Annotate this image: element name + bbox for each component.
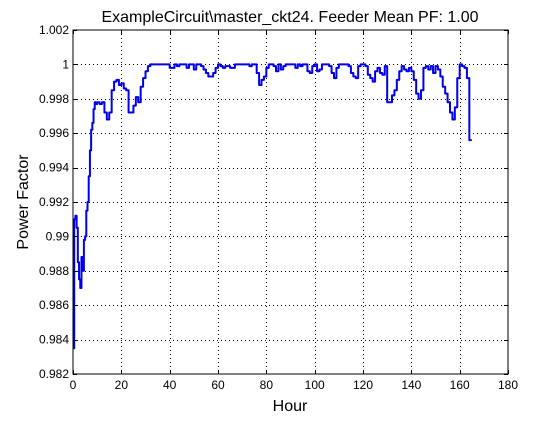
- x-axis-label: Hour: [273, 398, 308, 415]
- y-tick-label: 1.002: [39, 23, 69, 37]
- y-tick-label: 0.988: [39, 264, 69, 278]
- series-layer: [73, 63, 472, 350]
- x-tick-label: 140: [401, 378, 421, 392]
- grid-lines: [73, 30, 508, 374]
- y-tick-label: 0.984: [39, 333, 69, 347]
- x-tick-label: 20: [115, 378, 129, 392]
- y-tick-label: 0.992: [39, 195, 69, 209]
- y-axis-label: Power Factor: [15, 154, 32, 250]
- x-tick-label: 120: [353, 378, 373, 392]
- x-tick-label: 60: [211, 378, 225, 392]
- y-tick-label: 0.996: [39, 126, 69, 140]
- x-tick-label: 80: [260, 378, 274, 392]
- y-tick-label: 0.982: [39, 367, 69, 381]
- x-tick-label: 40: [163, 378, 177, 392]
- y-tick-label: 0.99: [46, 229, 70, 243]
- x-tick-label: 180: [498, 378, 518, 392]
- y-tick-label: 0.986: [39, 298, 69, 312]
- chart-title: ExampleCircuit\master_ckt24. Feeder Mean…: [101, 9, 478, 26]
- series-line-power-factor: [73, 63, 472, 350]
- axis-ticks: 0 20 40 60 80 100 120 140 160 180 0.982 0.984 0.986 0…: [39, 23, 518, 392]
- y-tick-label: 0.994: [39, 161, 69, 175]
- y-tick-label: 0.998: [39, 92, 69, 106]
- x-tick-label: 0: [70, 378, 77, 392]
- x-tick-label: 100: [305, 378, 325, 392]
- x-tick-label: 160: [450, 378, 470, 392]
- y-tick-label: 1: [62, 57, 69, 71]
